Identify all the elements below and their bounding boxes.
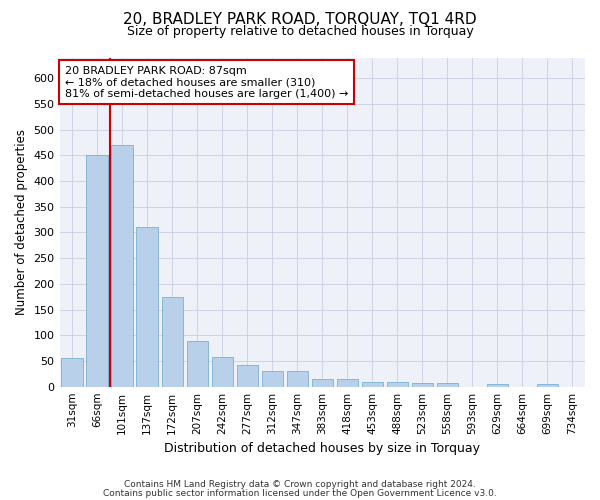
Bar bbox=[337, 379, 358, 386]
Bar bbox=[136, 227, 158, 386]
Bar bbox=[437, 382, 458, 386]
Bar bbox=[161, 296, 183, 386]
Text: 20 BRADLEY PARK ROAD: 87sqm
← 18% of detached houses are smaller (310)
81% of se: 20 BRADLEY PARK ROAD: 87sqm ← 18% of det… bbox=[65, 66, 348, 99]
Bar bbox=[61, 358, 83, 386]
Bar bbox=[112, 145, 133, 386]
Bar bbox=[311, 379, 333, 386]
Bar bbox=[487, 384, 508, 386]
Bar bbox=[537, 384, 558, 386]
Bar bbox=[86, 155, 108, 386]
Bar bbox=[362, 382, 383, 386]
X-axis label: Distribution of detached houses by size in Torquay: Distribution of detached houses by size … bbox=[164, 442, 480, 455]
Bar bbox=[262, 372, 283, 386]
Bar bbox=[387, 382, 408, 386]
Text: 20, BRADLEY PARK ROAD, TORQUAY, TQ1 4RD: 20, BRADLEY PARK ROAD, TORQUAY, TQ1 4RD bbox=[123, 12, 477, 28]
Y-axis label: Number of detached properties: Number of detached properties bbox=[15, 129, 28, 315]
Bar bbox=[287, 372, 308, 386]
Text: Size of property relative to detached houses in Torquay: Size of property relative to detached ho… bbox=[127, 25, 473, 38]
Bar bbox=[187, 342, 208, 386]
Bar bbox=[212, 357, 233, 386]
Bar bbox=[236, 365, 258, 386]
Text: Contains public sector information licensed under the Open Government Licence v3: Contains public sector information licen… bbox=[103, 489, 497, 498]
Bar bbox=[412, 382, 433, 386]
Text: Contains HM Land Registry data © Crown copyright and database right 2024.: Contains HM Land Registry data © Crown c… bbox=[124, 480, 476, 489]
